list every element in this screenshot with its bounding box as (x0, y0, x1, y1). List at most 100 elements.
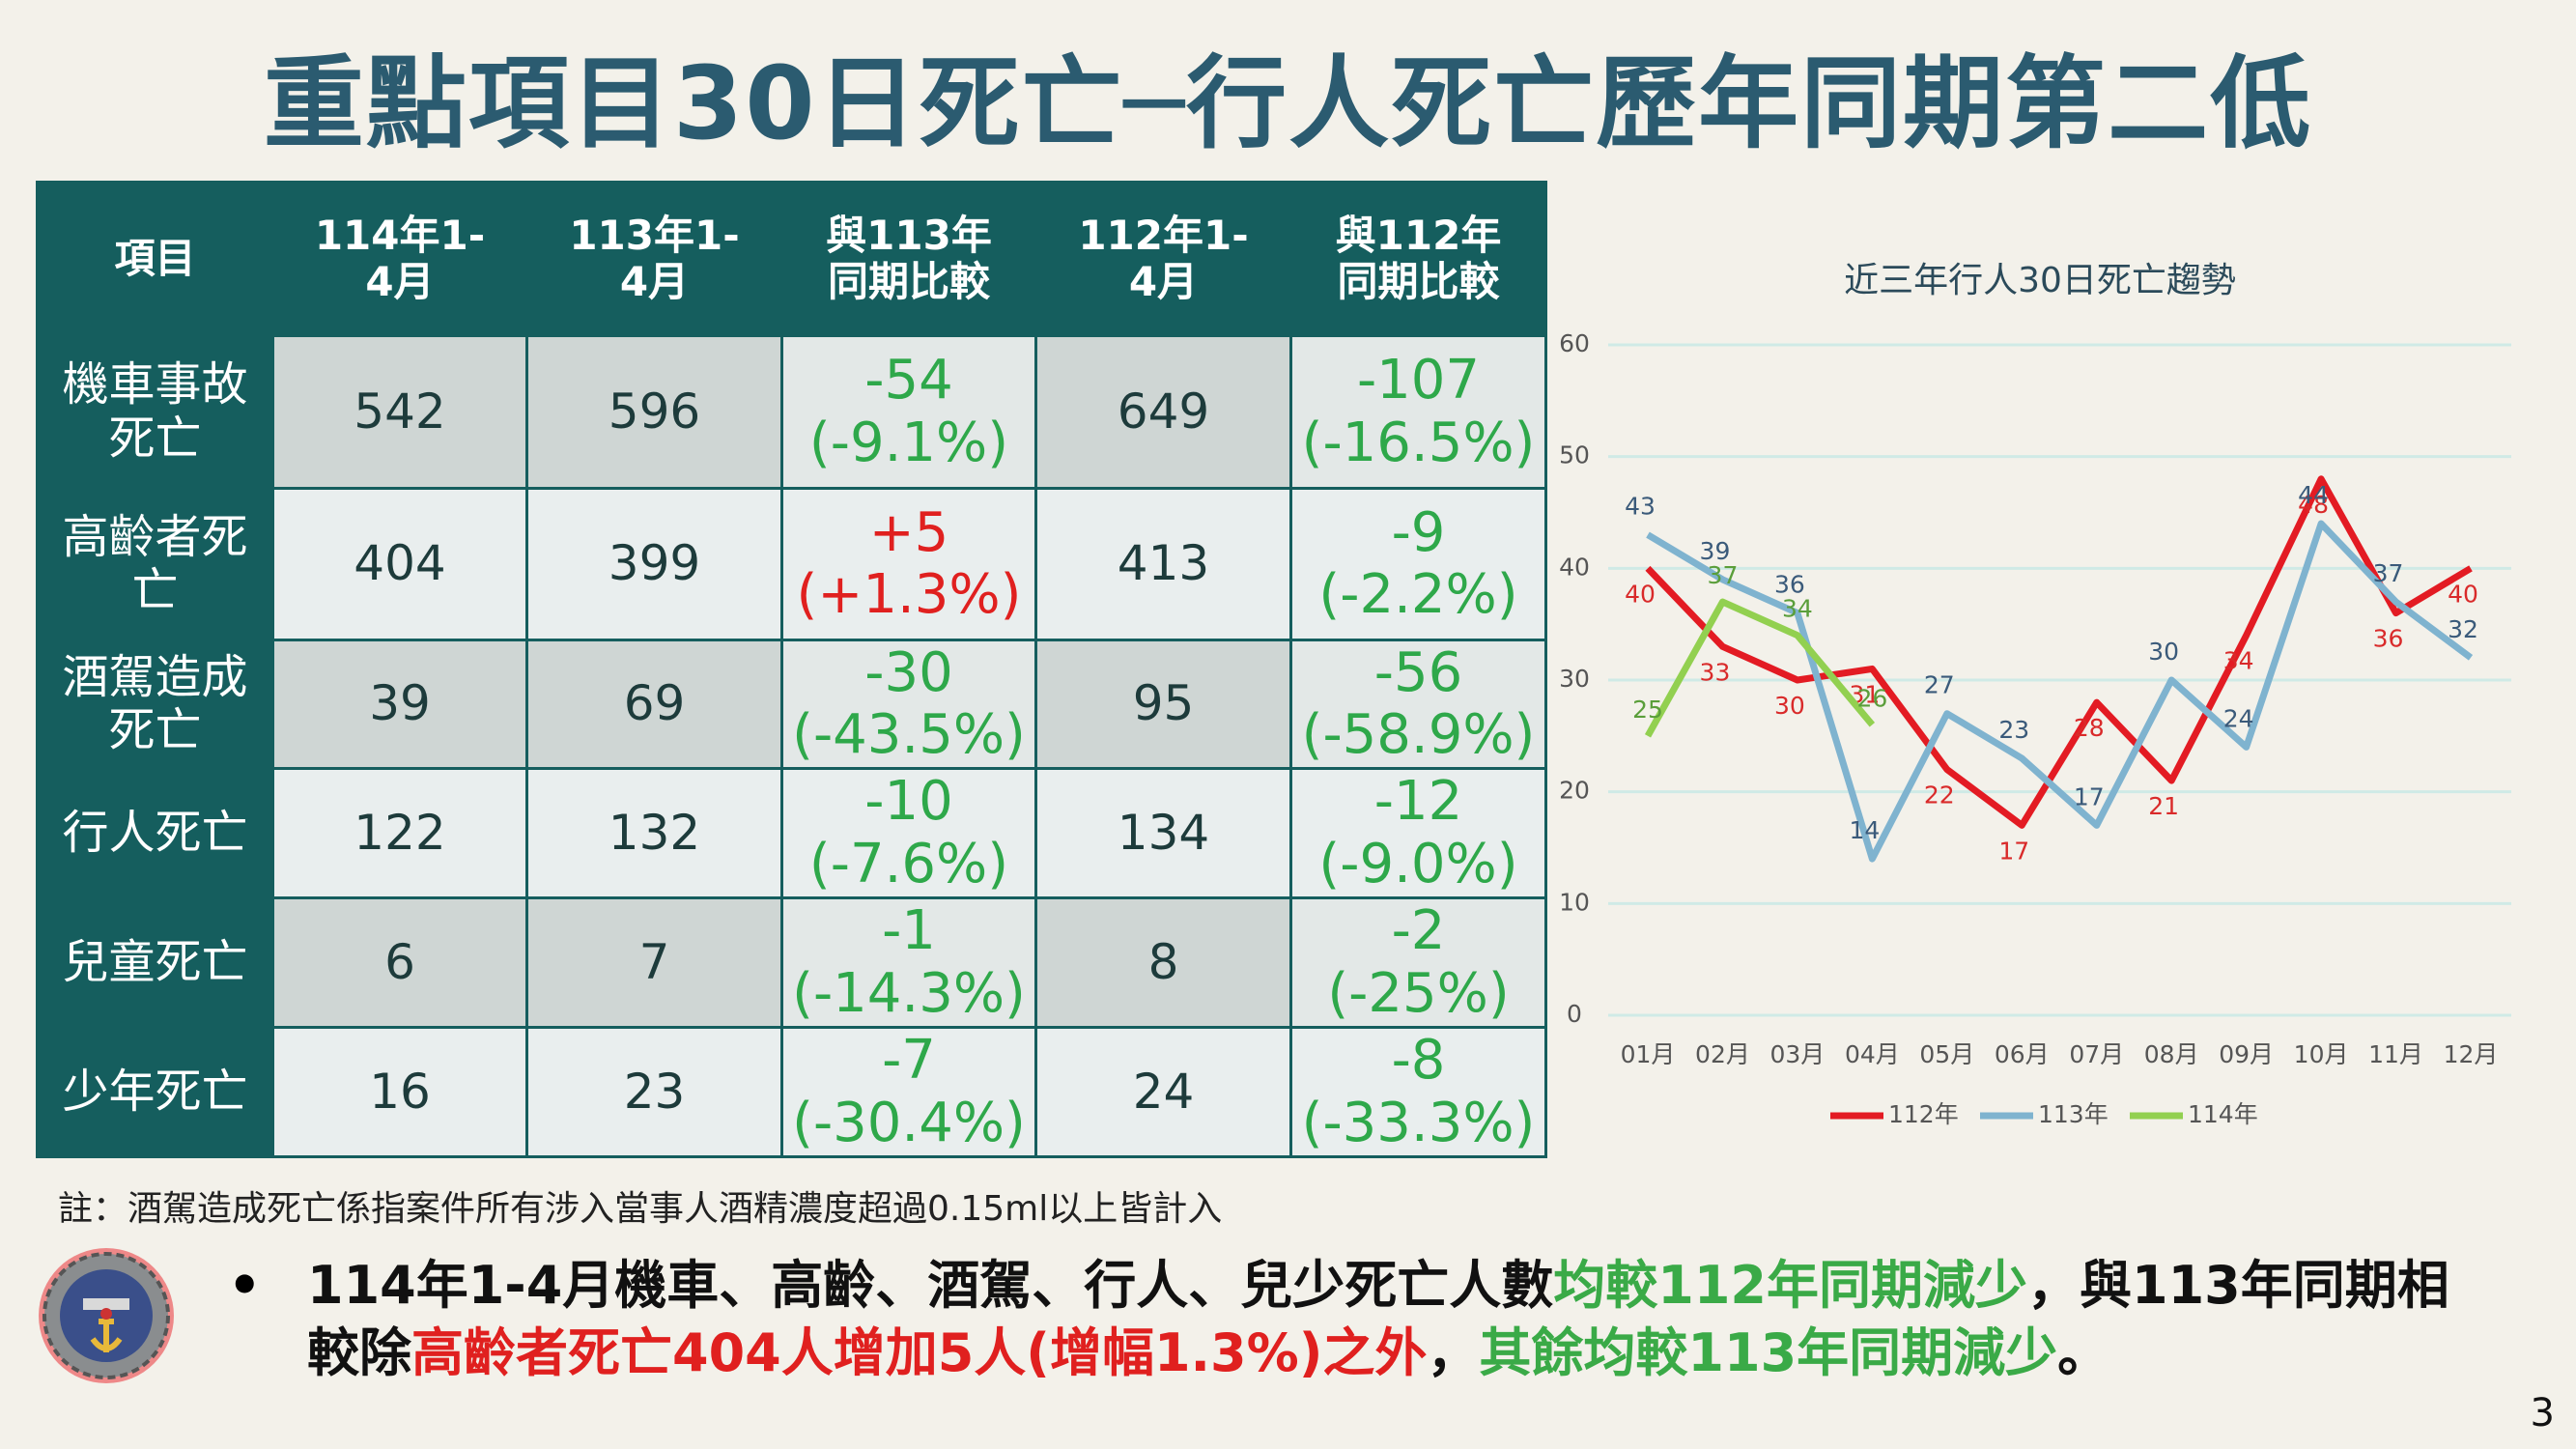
compare-cell: -1 (-14.3%) (780, 896, 1037, 1029)
value-cell: 399 (525, 487, 783, 641)
compare-line: (-33.3%) (1301, 1091, 1536, 1154)
value-cell: 95 (1034, 639, 1292, 770)
compare-line: -107 (1356, 349, 1481, 412)
header-cell: 112年1-4月 (1034, 181, 1292, 337)
value-cell: 8 (1034, 896, 1292, 1029)
data-label: 27 (1924, 671, 1955, 699)
compare-cell: -2 (-25%) (1289, 896, 1547, 1029)
data-label: 43 (1625, 493, 1656, 521)
chart-title: 近三年行人30日死亡趨勢 (1844, 261, 2236, 300)
row-label: 行人死亡 (36, 767, 274, 899)
value-cell: 542 (271, 334, 528, 490)
footnote: 註：酒駕造成死亡係指案件所有涉入當事人酒精濃度超過0.15ml以上皆計入 (58, 1189, 1223, 1229)
bullet-segment: 114年1-4月機車、高齡、酒駕、行人、兒少死亡人數 (307, 1255, 1554, 1316)
bullet-text: 114年1-4月機車、高齡、酒駕、行人、兒少死亡人數均較112年同期減少，與11… (307, 1252, 2449, 1387)
x-tick-label: 07月 (2069, 1040, 2124, 1068)
compare-cell: -56 (-58.9%) (1289, 639, 1547, 770)
data-label: 30 (2148, 638, 2179, 666)
compare-line: (-7.6%) (808, 832, 1009, 895)
x-tick-label: 11月 (2368, 1040, 2423, 1068)
data-label: 39 (1700, 537, 1731, 565)
x-tick-label: 05月 (1919, 1040, 1974, 1068)
row-label: 少年死亡 (36, 1026, 274, 1158)
value-cell: 16 (271, 1026, 528, 1158)
x-tick-label: 02月 (1695, 1040, 1750, 1068)
value-cell: 7 (525, 896, 783, 1029)
bullet-segment: 。 (2057, 1322, 2110, 1383)
compare-line: (-30.4%) (792, 1091, 1026, 1154)
x-tick-label: 04月 (1845, 1040, 1900, 1068)
x-tick-label: 01月 (1621, 1040, 1676, 1068)
compare-cell: -12 (-9.0%) (1289, 767, 1547, 899)
logo (39, 1248, 174, 1383)
legend-label: 114年 (2188, 1100, 2258, 1128)
data-label: 21 (2148, 792, 2179, 820)
row-label: 高齡者死亡 (36, 487, 274, 641)
row-label: 機車事故死亡 (36, 334, 274, 490)
compare-line: (-58.9%) (1301, 703, 1536, 766)
header-cell: 項目 (36, 181, 274, 337)
data-label: 37 (1708, 561, 1739, 589)
value-cell: 649 (1034, 334, 1292, 490)
compare-line: -7 (882, 1029, 936, 1093)
compare-line: -9 (1391, 500, 1446, 564)
data-label: 23 (1998, 716, 2029, 744)
header-cell: 113年1-4月 (525, 181, 783, 337)
series-line (1646, 520, 2474, 863)
y-tick-label: 60 (1559, 329, 1590, 357)
value-cell: 69 (525, 639, 783, 770)
table-row: 行人死亡 122 132 -10 (-7.6%) 134 -12 (-9.0%) (36, 767, 1547, 899)
table-row: 少年死亡 16 23 -7 (-30.4%) 24 -8 (-33.3%) (36, 1026, 1547, 1158)
compare-line: (-9.0%) (1318, 832, 1518, 895)
data-label: 37 (2373, 559, 2404, 587)
header-cell: 114年1-4月 (271, 181, 528, 337)
compare-cell: +5 (+1.3%) (780, 487, 1037, 641)
table-row: 兒童死亡 6 7 -1 (-14.3%) 8 -2 (-25%) (36, 896, 1547, 1029)
value-cell: 122 (271, 767, 528, 899)
compare-line: (-43.5%) (792, 703, 1026, 766)
legend-label: 113年 (2038, 1100, 2109, 1128)
value-cell: 596 (525, 334, 783, 490)
y-tick-label: 40 (1559, 553, 1590, 581)
x-tick-label: 03月 (1770, 1040, 1826, 1068)
bullet-segment: 較除 (307, 1322, 411, 1383)
data-label: 24 (2223, 704, 2254, 732)
bullet-line: 114年1-4月機車、高齡、酒駕、行人、兒少死亡人數均較112年同期減少，與11… (307, 1252, 2449, 1320)
compare-line: -12 (1373, 770, 1463, 834)
value-cell: 6 (271, 896, 528, 1029)
value-cell: 39 (271, 639, 528, 770)
compare-line: -10 (864, 770, 953, 834)
bullet-segment: 高齡者死亡404人增加5人(增幅1.3%)之外 (411, 1322, 1428, 1383)
compare-line: -30 (864, 640, 953, 704)
compare-cell: -30 (-43.5%) (780, 639, 1037, 770)
data-label: 36 (2373, 625, 2404, 653)
compare-line: -56 (1373, 640, 1463, 704)
header-row: 項目 114年1-4月 113年1-4月 與113年同期比較 112年1-4月 與112年… (36, 181, 1547, 337)
value-cell: 404 (271, 487, 528, 641)
x-tick-label: 08月 (2144, 1040, 2199, 1068)
x-tick-label: 12月 (2444, 1040, 2499, 1068)
bullet-segment: 均較112年同期減少 (1553, 1255, 2028, 1316)
compare-line: (-9.1%) (808, 411, 1009, 474)
compare-line: (+1.3%) (796, 563, 1022, 626)
compare-line: +5 (868, 500, 949, 564)
data-label: 40 (1625, 580, 1656, 608)
slide-title: 重點項目30日死亡─行人死亡歷年同期第二低 (263, 44, 2313, 162)
compare-cell: -54 (-9.1%) (780, 334, 1037, 490)
x-tick-label: 06月 (1995, 1040, 2050, 1068)
x-tick-label: 10月 (2294, 1040, 2349, 1068)
y-tick-label: 0 (1567, 1000, 1582, 1028)
data-label: 36 (1774, 571, 1805, 599)
data-label: 32 (2448, 615, 2478, 643)
bullet-line: 較除高齡者死亡404人增加5人(增幅1.3%)之外，其餘均較113年同期減少。 (307, 1320, 2449, 1387)
data-label: 33 (1700, 658, 1731, 686)
compare-cell: -8 (-33.3%) (1289, 1026, 1547, 1158)
compare-line: (-2.2%) (1318, 563, 1518, 626)
value-cell: 132 (525, 767, 783, 899)
compare-line: -2 (1391, 899, 1446, 963)
table-row: 機車事故死亡 542 596 -54 (-9.1%) 649 -107 (-16.5%) (36, 334, 1547, 490)
data-label: 14 (1849, 816, 1880, 844)
bullet-segment: ， (1427, 1322, 1480, 1383)
data-label: 34 (1782, 595, 1813, 623)
y-tick-label: 50 (1559, 441, 1590, 469)
